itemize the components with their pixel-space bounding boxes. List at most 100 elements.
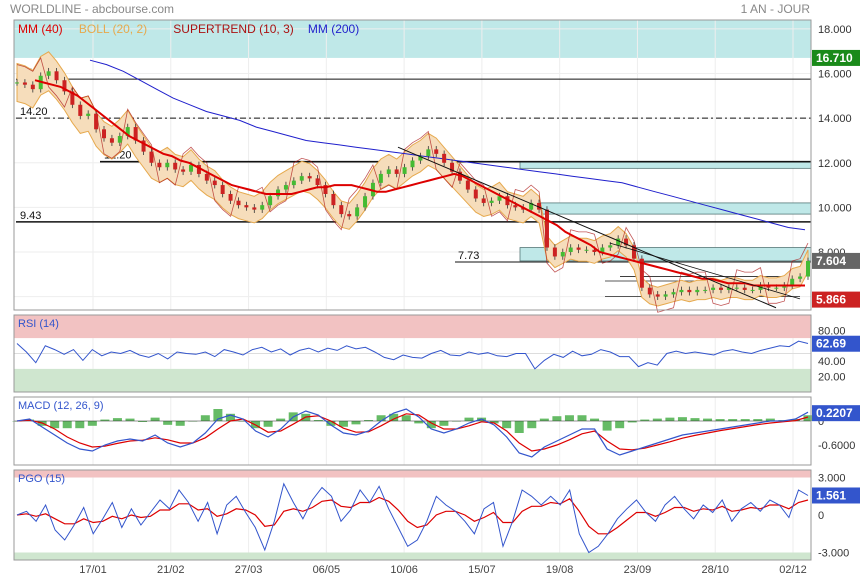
rsi-tick-label: 40.00: [818, 356, 846, 368]
candle-body: [687, 289, 692, 293]
macd-histogram-bar: [213, 409, 223, 421]
macd-line: [16, 408, 809, 458]
macd-histogram-bar: [138, 421, 148, 422]
lower-badge-text: 5.866: [816, 293, 846, 307]
candle-body: [394, 169, 399, 174]
macd-histogram-bar: [326, 421, 336, 426]
candle-body: [30, 84, 35, 90]
macd-histogram-bar: [602, 421, 612, 431]
candle-body: [758, 285, 763, 290]
macd-histogram-bar: [175, 421, 185, 426]
candle-body: [189, 165, 194, 172]
candle-body: [102, 129, 107, 139]
macd-histogram-bar: [514, 421, 524, 433]
candle-body: [307, 176, 312, 179]
candle-body: [790, 278, 795, 286]
y-tick-label: 10.000: [818, 202, 852, 214]
macd-histogram-bar: [803, 415, 813, 421]
candle-body: [276, 189, 281, 197]
candle-body: [647, 287, 652, 295]
macd-histogram-bar: [502, 421, 512, 429]
candle-body: [655, 294, 660, 297]
candle-body: [363, 196, 368, 208]
candle-body: [726, 287, 731, 290]
pgo-tick-label: 0: [818, 510, 824, 522]
candle-body: [592, 249, 597, 252]
candle-body: [62, 80, 67, 92]
macd-histogram-bar: [615, 421, 625, 429]
last-price-badge-text: 7.604: [816, 254, 846, 268]
macd-histogram-bar: [728, 419, 738, 421]
macd-histogram-bar: [225, 413, 235, 421]
x-tick-label: 06/05: [313, 564, 341, 576]
macd-histogram-bar: [765, 418, 775, 421]
macd-histogram-bar: [426, 421, 436, 429]
x-tick-label: 28/10: [701, 564, 729, 576]
pgo-line: [16, 482, 809, 554]
macd-histogram-bar: [703, 418, 713, 421]
candle-body: [291, 180, 296, 186]
candle-body: [94, 113, 99, 130]
macd-histogram-bar: [313, 420, 323, 421]
x-tick-label: 21/02: [157, 564, 185, 576]
ma40-line: [34, 79, 805, 287]
y-tick-label: 18.000: [818, 24, 852, 36]
macd-histogram-bar: [640, 419, 650, 421]
candle-body: [513, 205, 518, 208]
macd-histogram-bar: [652, 418, 662, 421]
candle-body: [355, 207, 360, 217]
macd-histogram-bar: [627, 421, 637, 423]
candle-body: [473, 189, 478, 199]
candle-body: [157, 162, 162, 168]
candle-body: [766, 285, 771, 288]
macd-histogram-bar: [401, 415, 411, 421]
macd-histogram-bar: [50, 421, 60, 429]
pgo-oversold-zone: [14, 552, 811, 560]
candle-body: [798, 276, 803, 279]
x-tick-label: 02/12: [779, 564, 807, 576]
rsi-tick-label: 80.00: [818, 325, 846, 337]
candle-body: [260, 205, 265, 210]
macd-histogram-bar: [552, 416, 562, 421]
candle-body: [750, 289, 755, 291]
candle-body: [552, 247, 557, 257]
candle-body: [165, 162, 170, 168]
candle-body: [86, 113, 91, 116]
macd-histogram-bar: [489, 421, 499, 424]
x-tick-label: 15/07: [468, 564, 496, 576]
candle-body: [806, 260, 810, 277]
candle-body: [529, 202, 534, 210]
rsi-line: [16, 340, 809, 370]
candle-body: [70, 91, 75, 105]
candle-body: [782, 285, 787, 288]
candle-body: [252, 207, 257, 210]
candle-body: [639, 258, 644, 288]
period-label: 1 AN - JOUR: [740, 2, 810, 16]
candle-body: [497, 196, 502, 201]
candle-body: [268, 196, 273, 206]
legend-entry: SUPERTREND (10, 3): [173, 22, 293, 36]
y-tick-label: 16.000: [818, 69, 852, 81]
x-tick-label: 10/06: [390, 564, 418, 576]
upper-badge-text: 16.710: [816, 51, 853, 65]
candle-body: [600, 247, 605, 252]
macd-title: MACD (12, 26, 9): [18, 400, 104, 412]
candle-body: [576, 247, 581, 250]
candle-body: [711, 287, 716, 290]
panel-frame-2: [13, 396, 812, 466]
candle-body: [544, 209, 549, 248]
pgo-overbought-zone: [14, 470, 811, 478]
macd-histogram-bar: [75, 421, 85, 429]
macd-histogram-bar: [100, 419, 110, 421]
upper-zone: [14, 20, 811, 58]
candle-body: [22, 82, 27, 85]
macd-tick-label: -0.6000: [818, 440, 855, 452]
rsi-title: RSI (14): [18, 318, 59, 330]
panel-frame-0: [13, 19, 812, 311]
candle-body: [442, 153, 447, 163]
candle-body: [679, 289, 684, 293]
candle-body: [299, 176, 304, 181]
candle-body: [54, 71, 59, 81]
macd-histogram-bar: [389, 413, 399, 421]
